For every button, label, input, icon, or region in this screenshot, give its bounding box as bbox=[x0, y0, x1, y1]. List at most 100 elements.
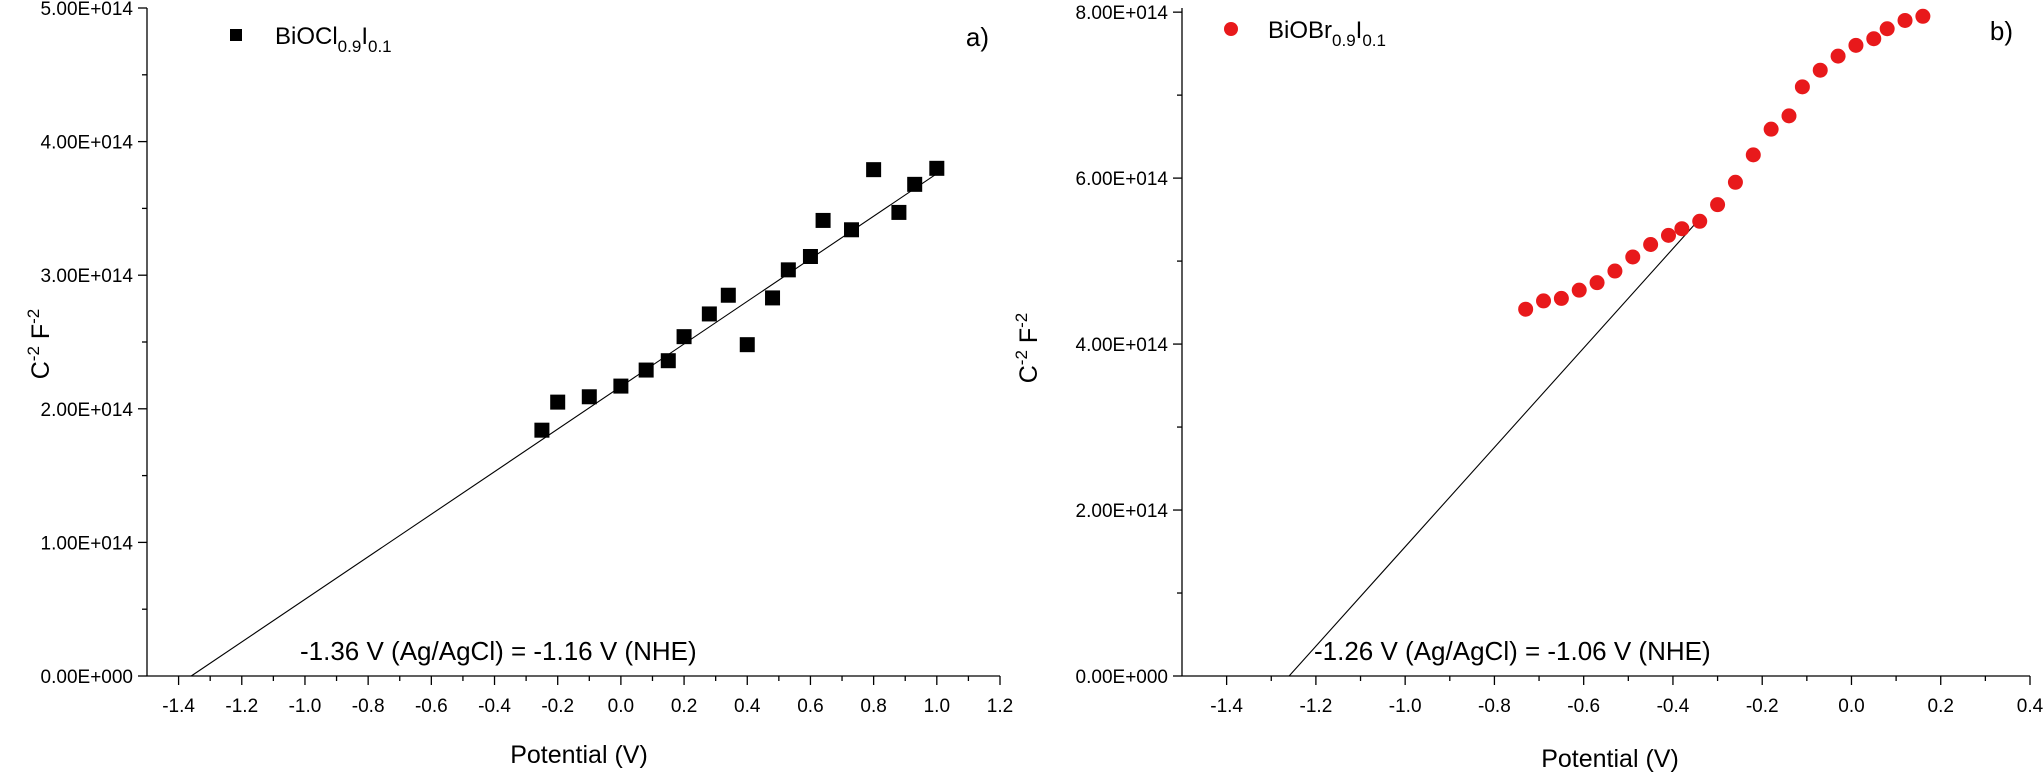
x-tick-label: -0.4 bbox=[1657, 696, 1690, 717]
data-points bbox=[1288, 8, 1931, 677]
y-tick-label: 8.00E+014 bbox=[1076, 3, 1169, 24]
data-point bbox=[1830, 48, 1846, 64]
data-point bbox=[765, 290, 781, 306]
y-tick-label: 2.00E+014 bbox=[1076, 501, 1169, 522]
legend-sub2: 0.1 bbox=[368, 37, 392, 56]
data-point bbox=[676, 329, 692, 345]
data-point bbox=[660, 353, 676, 369]
x-tick-label: -0.6 bbox=[415, 696, 448, 717]
y-tick-label: 2.00E+014 bbox=[41, 400, 134, 421]
data-point bbox=[844, 222, 860, 238]
y-axis-title-f: F bbox=[27, 324, 55, 346]
x-tick-label: 1.0 bbox=[924, 696, 950, 717]
data-point bbox=[720, 287, 736, 303]
y-axis-title-c-exp: -2 bbox=[24, 346, 43, 361]
data-point bbox=[1848, 37, 1864, 53]
x-tick-label: 0.4 bbox=[2017, 696, 2043, 717]
x-axis: -1.4 -1.2 -1.0 -0.8 -0.6 -0.4 -0.2 0.0 0.2 0.4 bbox=[1182, 675, 2043, 717]
x-tick-label: 0.4 bbox=[734, 696, 761, 717]
x-tick-label: 0.0 bbox=[608, 696, 634, 717]
panel-label: a) bbox=[966, 22, 989, 52]
legend: BiOCl0.9I0.1 bbox=[230, 23, 392, 56]
data-point bbox=[866, 162, 882, 178]
x-tick-label: 0.0 bbox=[1838, 696, 1864, 717]
y-axis-title-c: C bbox=[1015, 365, 1043, 383]
chart-panel-a: -1.4 -1.2 -1.0 -0.8 -0.6 -0.4 -0.2 0.0 0.2 0.4 0.6… bbox=[24, 0, 1013, 769]
data-point bbox=[550, 394, 566, 410]
legend-sub2: 0.1 bbox=[1362, 31, 1386, 50]
data-point bbox=[638, 362, 654, 378]
x-tick-label: 0.8 bbox=[860, 696, 886, 717]
data-point bbox=[1643, 236, 1659, 252]
data-point bbox=[1625, 249, 1641, 265]
y-tick-label: 3.00E+014 bbox=[41, 266, 134, 287]
data-point bbox=[1553, 290, 1569, 306]
y-tick-label: 5.00E+014 bbox=[41, 0, 134, 20]
x-tick-label: -1.0 bbox=[1389, 696, 1422, 717]
data-point bbox=[929, 160, 945, 176]
data-point bbox=[613, 378, 629, 394]
x-axis-title: Potential (V) bbox=[1541, 745, 1679, 773]
data-point bbox=[1763, 121, 1779, 137]
legend-marker-square bbox=[230, 29, 242, 41]
data-point bbox=[1571, 282, 1587, 298]
x-tick-label: -0.8 bbox=[1478, 696, 1511, 717]
x-tick-label: -1.2 bbox=[1300, 696, 1333, 717]
data-point bbox=[1781, 108, 1797, 124]
x-tick-label: -0.8 bbox=[352, 696, 385, 717]
y-axis-title-c: C bbox=[27, 361, 55, 379]
data-point bbox=[907, 176, 923, 192]
data-point bbox=[891, 204, 907, 220]
y-axis: 0.00E+000 1.00E+014 2.00E+014 3.00E+014 4.00… bbox=[41, 0, 148, 688]
intercept-annotation: -1.36 V (Ag/AgCl) = -1.16 V (NHE) bbox=[300, 636, 697, 666]
data-point bbox=[739, 337, 755, 353]
data-point bbox=[1710, 197, 1726, 213]
y-axis-title-c-exp: -2 bbox=[1012, 350, 1031, 365]
x-axis-title: Potential (V) bbox=[510, 741, 648, 769]
y-axis-title-f: F bbox=[1015, 328, 1043, 350]
legend-base: BiOBr bbox=[1268, 17, 1332, 44]
chart-panel-b: -1.4 -1.2 -1.0 -0.8 -0.6 -0.4 -0.2 0.0 0.2 0.4 0.… bbox=[1012, 3, 2043, 773]
x-tick-label: -1.4 bbox=[1210, 696, 1243, 717]
data-point bbox=[1692, 213, 1708, 229]
intercept-annotation: -1.26 V (Ag/AgCl) = -1.06 V (NHE) bbox=[1314, 636, 1711, 666]
data-point bbox=[1745, 147, 1761, 163]
data-point bbox=[1674, 221, 1690, 237]
y-axis-title: C-2 F-2 bbox=[1012, 313, 1043, 384]
y-axis-title: C-2 F-2 bbox=[24, 309, 55, 380]
data-point bbox=[815, 212, 831, 228]
data-point bbox=[1794, 79, 1810, 95]
linear-fit-line bbox=[1288, 223, 1696, 677]
legend: BiOBr0.9I0.1 bbox=[1224, 17, 1386, 50]
y-tick-label: 0.00E+000 bbox=[1076, 667, 1168, 688]
y-tick-label: 1.00E+014 bbox=[41, 533, 134, 554]
y-tick-label: 4.00E+014 bbox=[41, 133, 134, 154]
data-point bbox=[701, 306, 717, 322]
legend-sub1: 0.9 bbox=[338, 37, 362, 56]
data-point bbox=[1727, 174, 1743, 190]
data-points bbox=[190, 160, 945, 677]
data-point bbox=[1915, 8, 1931, 24]
data-point bbox=[1536, 293, 1552, 309]
legend-mid: I bbox=[1356, 17, 1363, 44]
y-tick-label: 4.00E+014 bbox=[1076, 335, 1169, 356]
x-tick-label: -1.2 bbox=[225, 696, 258, 717]
legend-base: BiOCl bbox=[275, 23, 338, 50]
data-point bbox=[581, 389, 597, 405]
linear-fit-line bbox=[190, 173, 938, 677]
x-tick-label: -0.6 bbox=[1567, 696, 1600, 717]
y-axis-title-f-exp: -2 bbox=[24, 309, 43, 324]
y-tick-label: 0.00E+000 bbox=[41, 667, 133, 688]
x-tick-label: -0.2 bbox=[541, 696, 574, 717]
data-point bbox=[1589, 275, 1605, 291]
data-point bbox=[1660, 227, 1676, 243]
x-tick-label: -1.4 bbox=[162, 696, 195, 717]
legend-mid: I bbox=[361, 23, 368, 50]
data-point bbox=[1897, 12, 1913, 28]
x-tick-label: 0.2 bbox=[671, 696, 697, 717]
x-tick-label: -0.4 bbox=[478, 696, 511, 717]
data-point bbox=[1866, 31, 1882, 47]
x-tick-label: -1.0 bbox=[289, 696, 322, 717]
y-tick-label: 6.00E+014 bbox=[1076, 169, 1169, 190]
